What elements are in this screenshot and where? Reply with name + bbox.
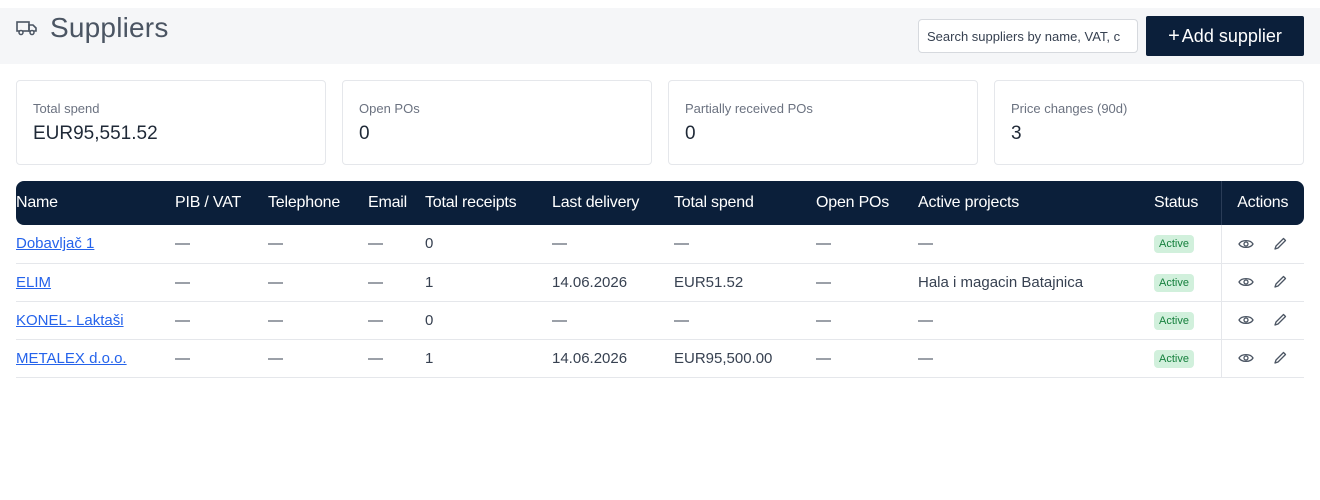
stat-value: 0 [685, 123, 696, 144]
column-header-total-receipts[interactable]: Total receipts [425, 194, 517, 211]
table-row: KONEL- Laktaši — — —0— — — — Active [16, 301, 1304, 340]
status-badge: Active [1154, 311, 1194, 330]
cell-status: Active [1154, 225, 1221, 264]
column-header-status[interactable]: Status [1154, 194, 1199, 211]
cell-vat: — [175, 225, 268, 264]
cell-email: — [368, 225, 425, 264]
cell-open-pos: — [816, 301, 918, 340]
supplier-name-link[interactable]: METALEX d.o.o. [16, 349, 127, 367]
cell-total-spend: — [674, 225, 816, 264]
stat-card-total-spend: Total spend EUR95,551.52 [16, 80, 326, 165]
stat-value: 3 [1011, 123, 1022, 144]
pencil-icon[interactable] [1271, 349, 1289, 367]
cell-telephone: — [268, 225, 368, 264]
cell-last-delivery: — [552, 225, 674, 264]
stats-cards: Total spend EUR95,551.52 Open POs 0 Part… [16, 80, 1304, 165]
stat-label: Total spend [33, 101, 100, 116]
truck-icon [16, 18, 40, 38]
page-header: Suppliers [16, 12, 169, 44]
column-header-telephone[interactable]: Telephone [268, 194, 341, 211]
stat-card-price-changes: Price changes (90d) 3 [994, 80, 1304, 165]
eye-icon[interactable] [1237, 349, 1255, 367]
stat-label: Price changes (90d) [1011, 101, 1128, 116]
column-header-actions: Actions [1220, 181, 1304, 225]
column-header-total-spend[interactable]: Total spend [674, 194, 754, 211]
column-header-email[interactable]: Email [368, 194, 408, 211]
cell-active-projects: Hala i magacin Batajnica [918, 263, 1154, 302]
cell-active-projects: — [918, 339, 1154, 378]
cell-name: KONEL- Laktaši [16, 301, 175, 340]
cell-email: — [368, 301, 425, 340]
cell-vat: — [175, 301, 268, 340]
cell-email: — [368, 263, 425, 302]
supplier-name-link[interactable]: Dobavljač 1 [16, 235, 95, 253]
cell-total-spend: — [674, 301, 816, 340]
table-row: METALEX d.o.o. — — —1 14.06.2026 EUR95,500.00… [16, 339, 1304, 378]
cell-total-receipts: 0 [425, 225, 552, 264]
pencil-icon[interactable] [1271, 235, 1289, 253]
cell-status: Active [1154, 339, 1221, 378]
cell-actions [1220, 339, 1304, 378]
column-header-last-delivery[interactable]: Last delivery [552, 194, 640, 211]
eye-icon[interactable] [1237, 311, 1255, 329]
cell-open-pos: — [816, 263, 918, 302]
cell-status: Active [1154, 263, 1221, 302]
cell-active-projects: — [918, 225, 1154, 264]
cell-email: — [368, 339, 425, 378]
cell-actions [1220, 225, 1304, 264]
cell-active-projects: — [918, 301, 1154, 340]
cell-total-spend: EUR51.52 [674, 263, 816, 302]
status-badge: Active [1154, 235, 1194, 254]
stat-value: 0 [359, 123, 370, 144]
cell-name: Dobavljač 1 [16, 225, 175, 264]
cell-status: Active [1154, 301, 1221, 340]
cell-last-delivery: 14.06.2026 [552, 339, 674, 378]
column-header-active-projects[interactable]: Active projects [918, 194, 1020, 211]
cell-vat: — [175, 263, 268, 302]
supplier-name-link[interactable]: KONEL- Laktaši [16, 311, 124, 329]
cell-name: METALEX d.o.o. [16, 339, 175, 378]
cell-actions [1220, 301, 1304, 340]
add-supplier-label: Add supplier [1181, 25, 1282, 46]
suppliers-table: Name PIB / VAT Telephone Email Total rec… [16, 181, 1304, 378]
page-title: Suppliers [50, 12, 169, 43]
status-badge: Active [1154, 349, 1194, 368]
table-row: Dobavljač 1— — —0— — — — Active [16, 225, 1304, 264]
cell-total-receipts: 0 [425, 301, 552, 340]
stat-card-partially-received: Partially received POs 0 [668, 80, 978, 165]
stat-label: Partially received POs [685, 101, 813, 116]
cell-open-pos: — [816, 225, 918, 264]
cell-telephone: — [268, 339, 368, 378]
cell-actions [1220, 263, 1304, 302]
pencil-icon[interactable] [1271, 311, 1289, 329]
cell-last-delivery: — [552, 301, 674, 340]
cell-vat: — [175, 339, 268, 378]
cell-total-receipts: 1 [425, 263, 552, 302]
cell-telephone: — [268, 263, 368, 302]
table-header-row: Name PIB / VAT Telephone Email Total rec… [16, 181, 1304, 225]
eye-icon[interactable] [1237, 273, 1255, 291]
cell-last-delivery: 14.06.2026 [552, 263, 674, 302]
cell-total-receipts: 1 [425, 339, 552, 378]
cell-open-pos: — [816, 339, 918, 378]
cell-name: ELIM [16, 263, 175, 302]
stat-label: Open POs [359, 101, 420, 116]
column-header-name[interactable]: Name [16, 194, 58, 211]
column-header-vat[interactable]: PIB / VAT [175, 194, 242, 211]
cell-telephone: — [268, 301, 368, 340]
supplier-name-link[interactable]: ELIM [16, 273, 52, 291]
pencil-icon[interactable] [1271, 273, 1289, 291]
plus-icon: + [1168, 24, 1180, 47]
table-row: ELIM — — —1 14.06.2026 EUR51.52— Hala i magaci… [16, 263, 1304, 302]
column-header-open-pos[interactable]: Open POs [816, 194, 890, 211]
search-input[interactable] [918, 19, 1138, 53]
stat-card-open-pos: Open POs 0 [342, 80, 652, 165]
add-supplier-button[interactable]: + Add supplier [1146, 16, 1304, 56]
cell-total-spend: EUR95,500.00 [674, 339, 816, 378]
eye-icon[interactable] [1237, 235, 1255, 253]
status-badge: Active [1154, 273, 1194, 292]
stat-value: EUR95,551.52 [33, 123, 158, 144]
